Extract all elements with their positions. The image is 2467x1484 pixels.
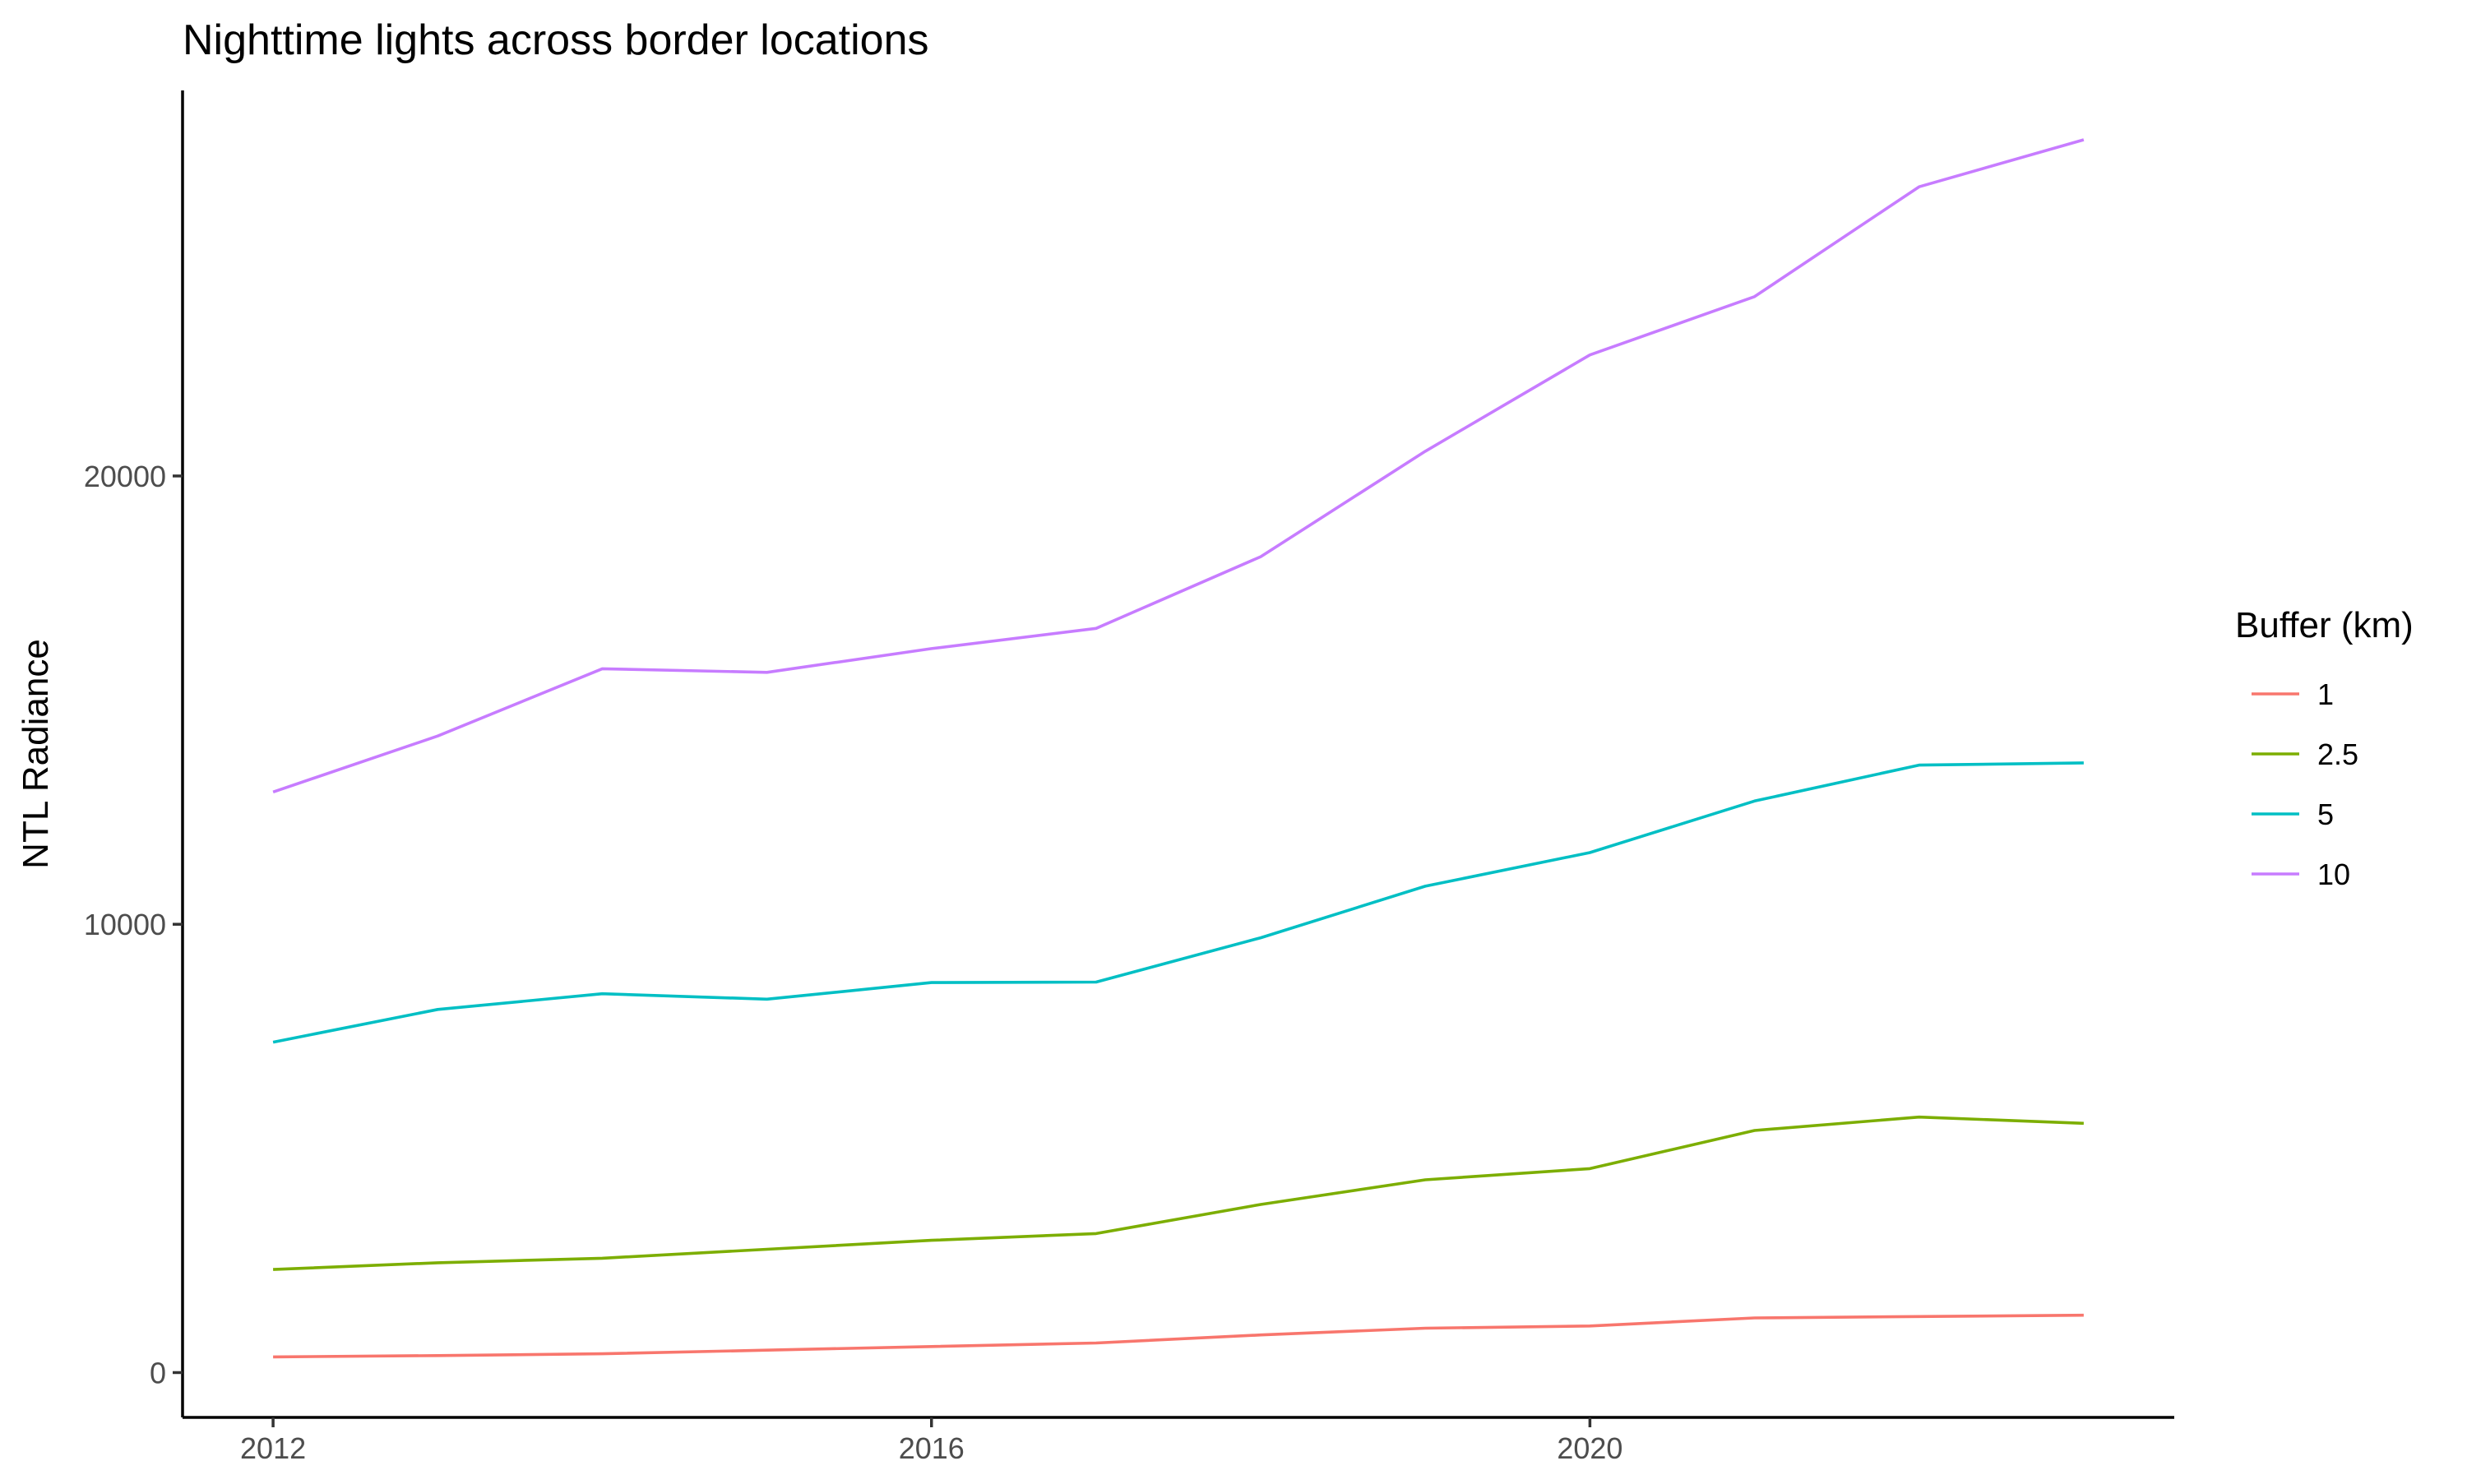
series-line-2.5 [273, 1115, 2084, 1271]
x-axis-ticks: 2012 2016 2020 [240, 1417, 1622, 1465]
y-axis-title: NTL Radiance [16, 639, 56, 869]
series-line-1 [273, 1313, 2084, 1359]
x-tick-label: 2016 [899, 1431, 965, 1465]
legend-label: 10 [2317, 858, 2350, 891]
legend-label: 5 [2317, 797, 2334, 831]
x-tick-label: 2020 [1557, 1431, 1622, 1465]
chart-title: Nighttime lights across border locations [183, 16, 929, 64]
series-line-5 [272, 761, 2084, 1044]
plot-area [272, 138, 2085, 1359]
legend-label: 2.5 [2317, 737, 2358, 771]
legend-label: 1 [2317, 677, 2334, 711]
series-line-10 [272, 138, 2085, 794]
legend-title: Buffer (km) [2235, 605, 2414, 645]
x-tick-label: 2012 [240, 1431, 306, 1465]
y-tick-label: 20000 [84, 460, 166, 493]
y-axis-ticks: 0 10000 20000 [84, 460, 183, 1389]
legend: Buffer (km) 1 2.5 5 10 [2235, 605, 2414, 891]
y-tick-label: 0 [150, 1356, 166, 1389]
y-tick-label: 10000 [84, 908, 166, 941]
